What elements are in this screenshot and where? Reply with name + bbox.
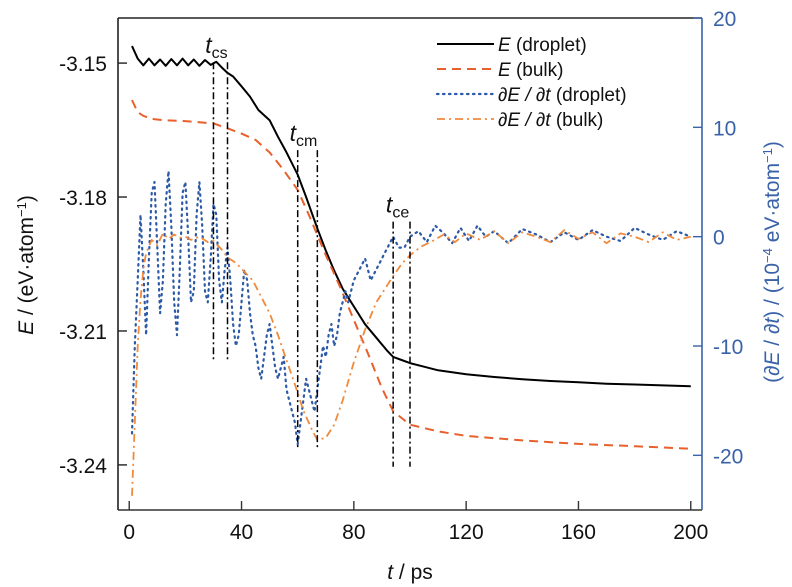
series-line-3 [131,229,691,496]
y-right-axis-var2: t [761,317,784,324]
x-tick-label: 0 [123,521,135,544]
y-left-tick-label: -3.24 [59,455,107,478]
y-right-axis-text2: eV·atom [761,163,784,248]
series-line-1 [131,99,691,450]
marker-label-cs: tcs [205,32,227,62]
y-right-axis-sup2: −1 [760,148,775,163]
y-right-axis-text: ) / (10 [761,263,784,318]
y-right-axis-sup1: −4 [760,248,775,263]
y-right-axis-var1: E [761,351,784,366]
y-right-ticks: 20 10 0 -10 -20 [693,8,743,468]
y-right-axis-open: (∂ [761,366,784,383]
marker-label-cm: tcm [290,120,318,150]
x-axis-var: t [387,561,394,584]
x-axis-unit: / ps [393,561,433,584]
y-left-axis-close: ) [15,195,38,202]
y-left-tick-label: -3.21 [59,321,107,344]
series-line-0 [131,45,691,388]
y-right-tick-label: -10 [713,336,743,359]
y-left-axis-var: E [15,320,38,335]
series-line-2 [130,170,692,446]
y-left-tick-label: -3.18 [59,187,107,210]
x-tick-label: 40 [230,521,253,544]
legend-label-1: E (bulk) [498,60,563,81]
legend: E (droplet) E (bulk) ∂E / ∂t (droplet) ∂E /… [435,35,627,131]
marker-label-ce: tce [386,192,409,222]
legend-label-0: E (droplet) [498,35,587,56]
y-right-axis-mid: / ∂ [761,324,784,352]
x-tick-label: 160 [561,521,596,544]
y-right-tick-label: 20 [713,8,736,31]
y-right-tick-label: 10 [713,117,736,140]
series-layer [130,45,692,496]
y-right-axis-close: ) [761,141,784,148]
x-tick-label: 80 [342,521,365,544]
y-right-axis-title: (∂E / ∂t) / (10−4 eV·atom−1) [760,141,785,383]
x-ticks: 0 40 80 120 160 200 [123,501,708,544]
x-axis-title: t / ps [387,561,433,584]
transition-markers: tcs tcm tce [205,32,411,467]
y-right-tick-label: -20 [713,445,743,468]
y-left-ticks: -3.15 -3.18 -3.21 -3.24 [59,53,127,478]
y-left-axis-sup: −1 [14,202,29,217]
x-tick-label: 120 [449,521,484,544]
y-left-tick-label: -3.15 [59,53,107,76]
x-tick-label: 200 [673,521,708,544]
legend-label-3: ∂E / ∂t (bulk) [498,110,603,131]
legend-label-2: ∂E / ∂t (droplet) [498,85,627,106]
y-left-axis-title: E / (eV·atom−1) [14,195,39,335]
y-right-tick-label: 0 [713,227,725,250]
y-left-axis-unit: / (eV·atom [15,217,38,321]
